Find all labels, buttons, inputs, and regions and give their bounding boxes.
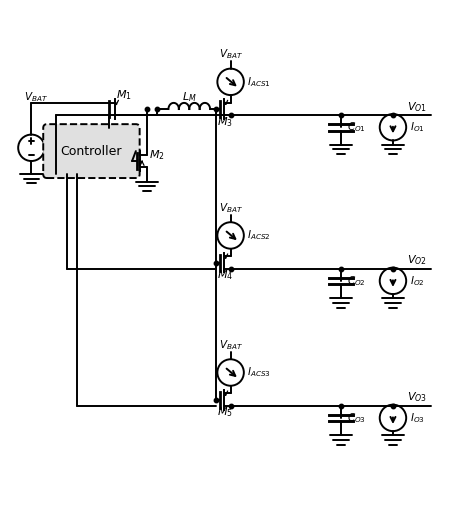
Text: $M_4$: $M_4$ (217, 269, 233, 282)
Text: $C_{O2}$: $C_{O2}$ (347, 274, 366, 288)
Text: $C_{O1}$: $C_{O1}$ (347, 120, 366, 134)
Text: $V_{BAT}$: $V_{BAT}$ (219, 201, 243, 215)
Text: $I_{O3}$: $I_{O3}$ (410, 411, 424, 425)
Text: $V_{O2}$: $V_{O2}$ (407, 253, 427, 267)
Text: $C_{O3}$: $C_{O3}$ (347, 411, 366, 425)
Text: $I_{O2}$: $I_{O2}$ (410, 274, 424, 288)
Text: $I_{ACS2}$: $I_{ACS2}$ (247, 228, 271, 242)
Text: $V_{BAT}$: $V_{BAT}$ (24, 91, 48, 104)
Text: $I_{O1}$: $I_{O1}$ (410, 120, 424, 134)
FancyBboxPatch shape (43, 124, 140, 178)
Text: $V_{BAT}$: $V_{BAT}$ (219, 47, 243, 61)
Text: $M_5$: $M_5$ (217, 405, 233, 419)
Text: $M_2$: $M_2$ (149, 148, 165, 163)
Text: $L_M$: $L_M$ (182, 90, 197, 104)
Text: $I_{ACS1}$: $I_{ACS1}$ (247, 75, 271, 89)
Text: $I_{ACS3}$: $I_{ACS3}$ (247, 366, 271, 379)
Text: $M_3$: $M_3$ (217, 115, 233, 129)
Text: $V_{O1}$: $V_{O1}$ (407, 100, 427, 113)
Text: $M_1$: $M_1$ (117, 88, 132, 102)
Text: Controller: Controller (61, 145, 122, 157)
Text: $V_{BAT}$: $V_{BAT}$ (219, 338, 243, 352)
Text: $V_{O3}$: $V_{O3}$ (407, 391, 427, 404)
